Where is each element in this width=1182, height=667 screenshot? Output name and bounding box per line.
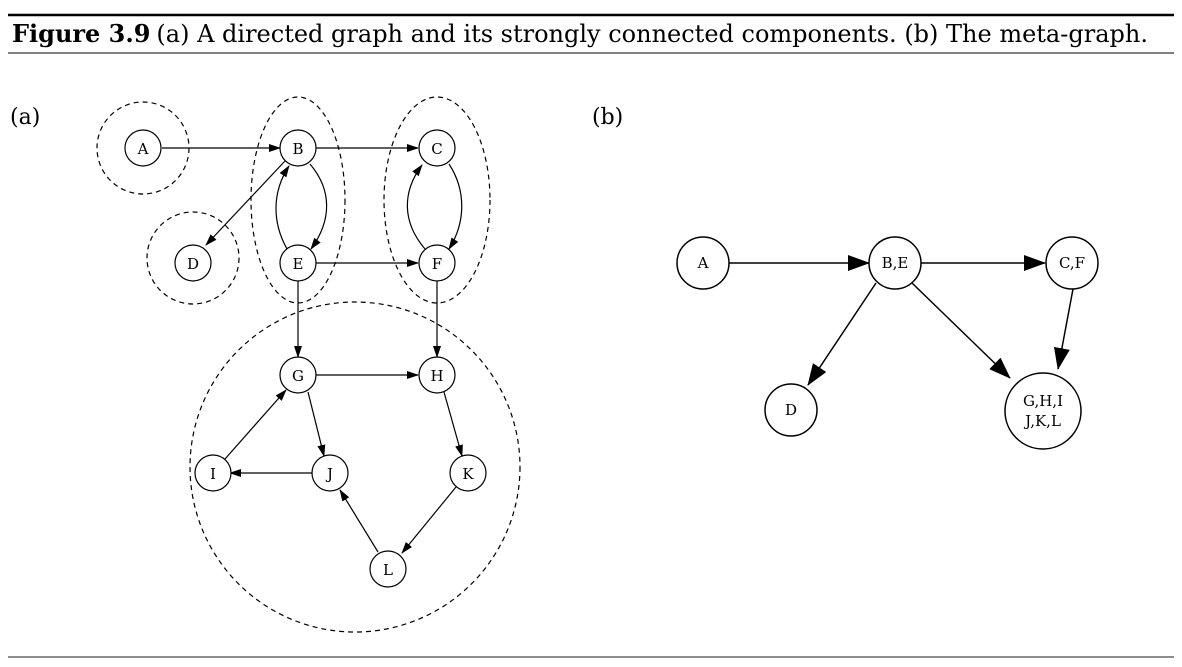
meta-node-cf: C,F — [1045, 236, 1099, 290]
meta-edge-cf-ghijkl — [1054, 288, 1074, 370]
meta-node-ghijkl-label: G,H,I J,K,L — [1023, 392, 1063, 430]
svg-text:K: K — [462, 465, 474, 483]
edge-i-g — [224, 389, 287, 460]
svg-text:L: L — [383, 561, 393, 579]
edge-h-k — [443, 391, 463, 457]
meta-edge-be-d — [807, 282, 877, 386]
panel-a-edges — [162, 144, 463, 554]
svg-text:C: C — [431, 140, 442, 158]
node-j: J — [311, 454, 349, 492]
node-b: B — [279, 129, 317, 167]
svg-text:D: D — [785, 401, 797, 419]
component-d — [146, 211, 240, 305]
node-g: G — [279, 356, 317, 394]
node-i: I — [194, 454, 232, 492]
panel-b-edges — [728, 255, 1074, 386]
meta-node-ghijkl: G,H,I J,K,L — [1004, 372, 1082, 450]
edge-b-d — [205, 160, 286, 246]
edge-g-j — [307, 391, 326, 457]
svg-text:B: B — [292, 140, 303, 158]
edge-e-b — [275, 165, 290, 250]
panel-a-nodes: A B C D E F G H I J K L — [124, 129, 487, 588]
node-l: L — [369, 550, 407, 588]
panel-b-nodes: A B,E C,F D G,H,I J,K,L — [676, 236, 1099, 450]
svg-text:A: A — [137, 140, 149, 158]
meta-edge-be-ghijkl — [911, 282, 1011, 379]
node-d: D — [174, 244, 212, 282]
node-f: F — [418, 244, 456, 282]
svg-text:I: I — [210, 465, 216, 483]
edge-f-c — [406, 164, 426, 250]
edge-b-e — [309, 163, 328, 250]
svg-text:E: E — [293, 255, 304, 273]
svg-text:H: H — [430, 367, 443, 385]
svg-text:D: D — [187, 255, 199, 273]
node-a: A — [124, 129, 162, 167]
edge-k-l — [401, 486, 457, 554]
meta-node-be: B,E — [868, 236, 922, 290]
meta-node-ghijkl-line: J,K,L — [1023, 412, 1061, 430]
panel-a-label: (a) — [10, 105, 40, 130]
meta-node-d: D — [764, 383, 818, 437]
svg-text:C,F: C,F — [1059, 254, 1085, 272]
svg-text:F: F — [432, 255, 442, 273]
node-e: E — [279, 244, 317, 282]
svg-text:G: G — [292, 367, 304, 385]
node-k: K — [449, 454, 487, 492]
svg-text:A: A — [697, 254, 709, 272]
edge-c-f — [448, 163, 463, 250]
component-c-f — [383, 96, 491, 304]
node-h: H — [418, 356, 456, 394]
panel-b-label: (b) — [592, 105, 623, 130]
figure-caption: Figure 3.9 (a) A directed graph and its s… — [12, 19, 1148, 48]
meta-node-a: A — [676, 236, 730, 290]
svg-text:J: J — [325, 465, 333, 483]
meta-node-ghijkl-line: G,H,I — [1023, 392, 1063, 410]
edge-l-j — [339, 489, 379, 553]
component-ghijkl — [189, 301, 521, 633]
caption-text: (a) A directed graph and its strongly co… — [156, 20, 1148, 48]
node-c: C — [418, 129, 456, 167]
caption-label: Figure 3.9 — [12, 19, 150, 48]
svg-text:B,E: B,E — [882, 254, 909, 272]
